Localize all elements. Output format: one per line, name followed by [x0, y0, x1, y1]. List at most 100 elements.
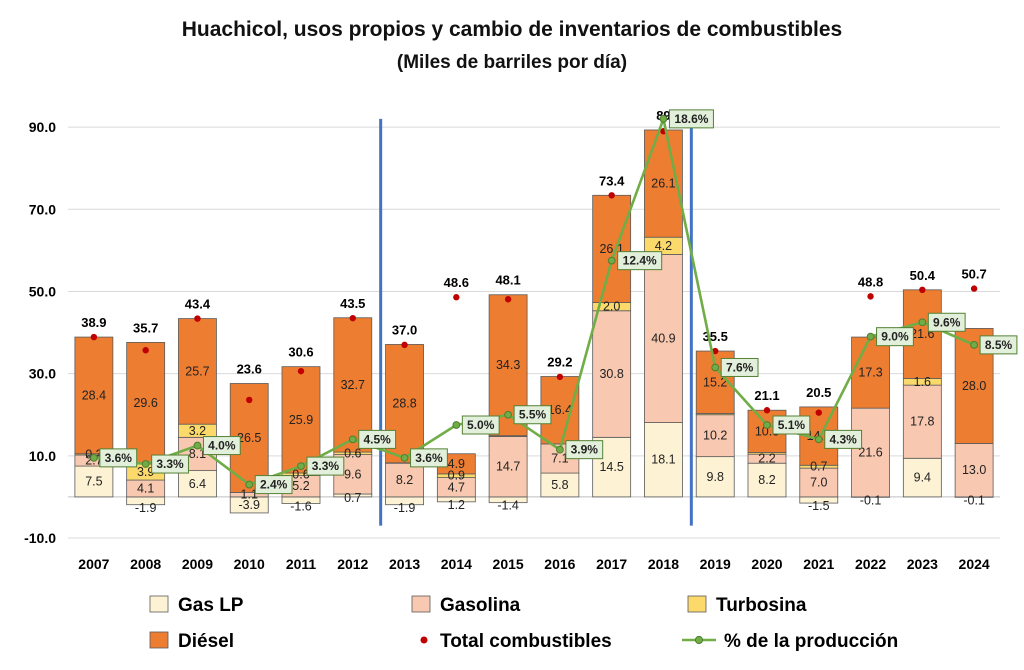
label-gasolina: 8.2 — [396, 473, 413, 487]
y-tick-label: 70.0 — [29, 201, 56, 217]
label-diesel: 16.4 — [548, 403, 572, 417]
percent-label-box — [202, 436, 241, 456]
label-gasolina: 9.6 — [344, 467, 361, 481]
label-gasolina: 14.7 — [496, 460, 520, 474]
bar-diesel — [333, 317, 373, 453]
percent-point — [607, 256, 616, 265]
percent-label-box — [513, 405, 552, 425]
percent-label: 3.3% — [156, 457, 184, 471]
percent-label-box — [668, 109, 714, 129]
bar-diesel — [126, 342, 166, 465]
percent-label: 3.3% — [312, 459, 340, 473]
label-turbosina: 0.7 — [810, 460, 827, 474]
total-label: 48.8 — [858, 274, 883, 289]
label-diesel: 15.2 — [703, 375, 727, 389]
percent-point — [452, 421, 461, 429]
bar-diesel — [178, 318, 217, 425]
label-gasolina: 2.2 — [758, 452, 775, 466]
x-tick-label: 2022 — [855, 556, 886, 572]
label-gas-lp: 6.4 — [189, 477, 206, 491]
percent-point — [193, 441, 202, 450]
x-tick-label: 2015 — [493, 556, 524, 572]
total-label: 20.5 — [806, 385, 831, 400]
percent-point — [814, 435, 823, 444]
total-label: 43.4 — [185, 297, 211, 312]
total-point — [763, 407, 771, 414]
label-turbosina: 3.9 — [137, 465, 154, 479]
percent-label: 9.6% — [933, 315, 961, 329]
total-label: 35.7 — [133, 320, 158, 335]
label-gas-lp: -1.9 — [394, 501, 416, 515]
percent-label-box — [306, 456, 345, 476]
legend-swatch — [149, 631, 169, 649]
label-diesel: 4.9 — [448, 457, 465, 471]
label-gas-lp: -3.9 — [238, 498, 260, 512]
label-gas-lp: -1.5 — [808, 499, 830, 513]
y-tick-label: 90.0 — [29, 119, 56, 135]
label-turbosina: 0.6 — [292, 467, 309, 481]
x-tick-label: 2008 — [130, 556, 161, 572]
label-diesel: 28.4 — [82, 388, 106, 402]
label-turbosina: 2.0 — [603, 300, 620, 314]
percent-label-box — [772, 415, 811, 435]
percent-label: 7.6% — [726, 360, 754, 374]
x-tick-label: 2024 — [959, 556, 990, 572]
legend-label: % de la producción — [724, 631, 898, 652]
total-point — [401, 341, 408, 349]
legend-gas-lp: Gas LP — [149, 595, 244, 616]
percent-label-box — [720, 357, 759, 377]
bar-gasolina — [695, 414, 735, 458]
bar-diesel — [851, 336, 890, 409]
percent-label: 5.0% — [467, 418, 495, 432]
total-label: 43.5 — [340, 296, 365, 311]
percent-point — [504, 410, 513, 419]
y-tick-label: -10.0 — [24, 530, 56, 546]
total-label: 50.4 — [910, 268, 936, 283]
legend-gasolina: Gasolina — [411, 595, 521, 616]
legend-diesel: Diésel — [149, 631, 234, 652]
label-gasolina: 7.1 — [551, 451, 568, 465]
percent-label-box — [927, 312, 966, 332]
label-diesel: 17.3 — [858, 366, 882, 380]
percent-label-box — [979, 335, 1018, 355]
percent-label: 4.0% — [208, 439, 236, 453]
label-gas-lp: 8.2 — [758, 473, 775, 487]
legend-swatch — [420, 636, 428, 644]
x-tick-label: 2019 — [700, 556, 731, 572]
total-point — [453, 294, 460, 301]
percent-label: 3.6% — [415, 451, 443, 465]
legend-swatch-marker — [694, 635, 704, 645]
legend-label: Gas LP — [178, 595, 244, 616]
percent-point — [245, 480, 254, 489]
x-tick-label: 2014 — [441, 556, 472, 572]
x-tick-label: 2011 — [286, 556, 317, 572]
total-label: 73.4 — [599, 173, 625, 188]
total-label: 23.6 — [237, 361, 262, 376]
label-diesel: 29.6 — [133, 396, 157, 410]
percent-line: 3.6% 3.3% 4.0% 2.4% 3.3% 4.5% 3.6% 5.0% 5.5% 3.9%… — [89, 109, 1018, 495]
label-gas-lp: 18.1 — [651, 453, 675, 467]
total-point — [815, 409, 822, 416]
legend-swatch — [411, 595, 431, 613]
total-point — [970, 285, 978, 292]
percent-label-box — [254, 475, 293, 495]
total-label: 37.0 — [392, 322, 417, 337]
percent-point — [970, 340, 979, 349]
percent-label-box — [617, 251, 663, 271]
percent-label: 5.5% — [519, 408, 547, 422]
percent-label-box — [99, 448, 138, 468]
percent-label-box — [565, 440, 604, 460]
bar-gas-lp — [902, 457, 942, 498]
total-label: 29.2 — [547, 355, 572, 370]
grid-lines — [68, 126, 1000, 539]
percent-label: 5.1% — [778, 418, 806, 432]
label-gas-lp: 9.4 — [914, 471, 931, 485]
percent-label: 12.4% — [623, 254, 657, 268]
chart-title: Huachicol, usos propios y cambio de inve… — [182, 18, 843, 41]
total-point — [504, 296, 512, 303]
label-diesel: 28.8 — [392, 397, 416, 411]
percent-point — [348, 435, 357, 444]
label-gas-lp: -1.6 — [290, 500, 312, 514]
percent-label: 4.5% — [363, 432, 391, 446]
legend: Gas LP Gasolina Turbosina Diésel Total combu… — [149, 595, 898, 652]
